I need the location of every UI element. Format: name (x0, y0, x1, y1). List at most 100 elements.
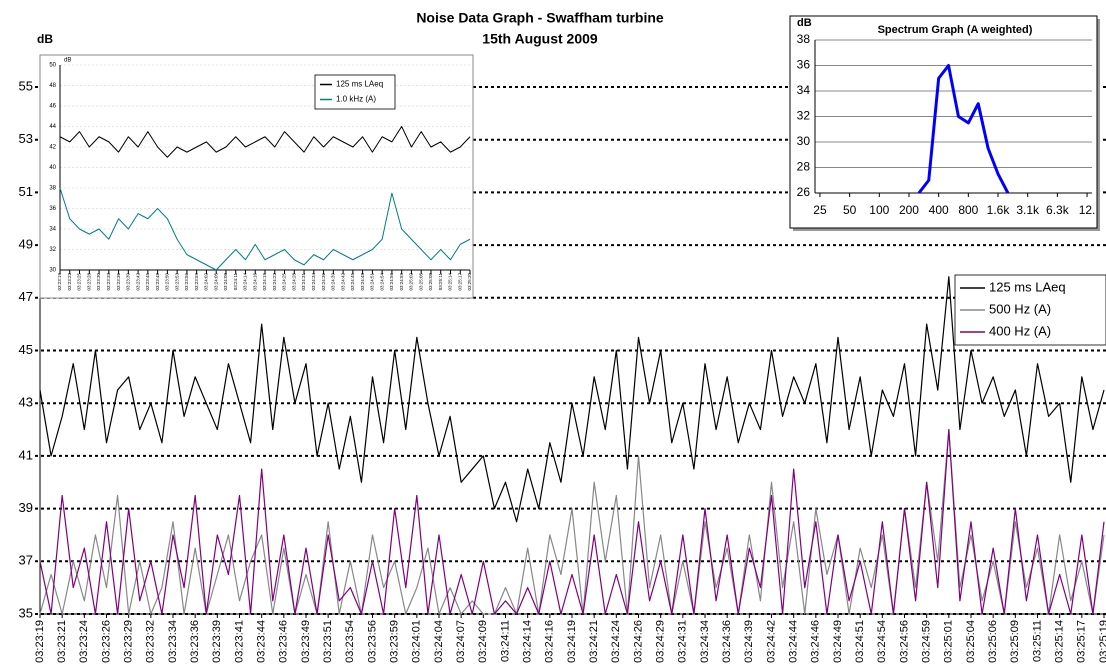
x-tick-label: 03:24:34 (699, 620, 711, 663)
x-tick-label: 03:23:50 (165, 273, 170, 291)
x-tick-label: 03:24:45 (350, 273, 355, 291)
x-tick-label: 03:24:14 (522, 620, 534, 663)
x-tick-label: 03:25:02 (409, 273, 414, 291)
x-tick-label: 03:25:11 (438, 273, 443, 291)
x-tick-label: 03:24:39 (743, 620, 755, 663)
x-tick-label: 03:24:07 (455, 620, 467, 663)
x-tick-label: 03:23:22 (67, 273, 72, 291)
x-tick-label: 03:23:32 (145, 620, 157, 663)
x-tick-label: 03:24:28 (291, 273, 296, 291)
x-tick-label: 03:25:20 (467, 273, 472, 291)
y-tick-label: 34 (797, 83, 811, 97)
y-tick-label: 46 (49, 104, 56, 110)
x-tick-label: 03:23:46 (278, 620, 290, 663)
x-tick-label: 03:23:26 (100, 620, 112, 663)
x-tick-label: 03:24:39 (331, 273, 336, 291)
x-tick-label: 03:23:49 (300, 620, 312, 663)
x-tick-label: 03:23:53 (174, 273, 179, 291)
x-tick-label: 03:23:36 (189, 620, 201, 663)
y-tick-label: 55 (19, 78, 33, 93)
x-tick-label: 03:25:11 (1031, 620, 1043, 662)
x-tick-label: 03:24:48 (360, 273, 365, 291)
x-tick-label: 03:23:51 (322, 620, 334, 663)
x-tick-label: 100 (869, 203, 889, 217)
x-tick-label: 03:23:21 (56, 620, 68, 663)
x-tick-label: 03:24:56 (898, 620, 910, 663)
y-tick-label: 37 (19, 553, 33, 568)
legend-label: 125 ms LAeq (989, 279, 1066, 294)
x-tick-label: 03:25:04 (965, 620, 977, 663)
x-tick-label: 03:24:11 (499, 620, 511, 662)
x-tick-label: 03:24:54 (876, 620, 888, 663)
y-tick-label: 49 (19, 237, 33, 252)
legend-box (314, 74, 396, 110)
y-tick-label: 30 (797, 134, 811, 148)
x-tick-label: 400 (929, 203, 949, 217)
x-tick-label: 03:24:59 (921, 620, 933, 663)
x-tick-label: 03:25:09 (1009, 620, 1021, 663)
x-tick-label: 03:25:06 (987, 620, 999, 663)
x-tick-label: 50 (843, 203, 857, 217)
x-tick-label: 03:23:33 (106, 273, 111, 291)
legend-label: 125 ms LAeq (336, 80, 383, 89)
y-tick-label: 28 (797, 160, 811, 174)
y-tick-label: 26 (797, 185, 811, 199)
y-tick-label: 36 (49, 206, 56, 212)
x-tick-label: 03:24:36 (321, 273, 326, 291)
inset-chart: dB 30 32 34 36 38 40 42 44 46 48 50 03:23:19 03:23:2… (39, 54, 474, 299)
series-line (59, 187, 471, 271)
x-tick-label: 03:24:49 (832, 620, 844, 663)
y-tick-label: 40 (49, 165, 56, 171)
y-tick-label: 38 (797, 32, 811, 46)
x-tick-label: 03:25:08 (428, 273, 433, 291)
series-line (39, 428, 1105, 615)
x-tick-label: 03:23:56 (366, 620, 378, 663)
x-tick-label: 03:24:19 (262, 273, 267, 291)
y-tick-label: 39 (19, 500, 33, 515)
x-tick-label: 03:24:51 (854, 620, 866, 663)
y-tick-label: 48 (49, 83, 56, 89)
x-tick-label: 03:24:11 (233, 273, 238, 291)
x-tick-label: 03:24:09 (477, 620, 489, 663)
x-tick-label: 03:24:16 (252, 273, 257, 291)
legend-label: 400 Hz (A) (989, 323, 1051, 338)
x-tick-label: 03:23:24 (78, 620, 90, 663)
chart-title: Noise Data Graph - Swaffham turbine (416, 10, 664, 26)
x-tick-label: 03:23:29 (123, 620, 135, 663)
x-tick-label: 03:25:01 (943, 620, 955, 663)
x-tick-label: 03:24:08 (223, 273, 228, 291)
x-tick-label: 03:24:44 (788, 620, 800, 663)
x-tick-label: 03:24:05 (213, 273, 218, 291)
x-tick-label: 03:24:31 (301, 273, 306, 291)
chart-subtitle: 15th August 2009 (482, 31, 598, 47)
x-tick-label: 03:24:46 (810, 620, 822, 663)
inset-frame (39, 54, 474, 299)
x-tick-label: 03:23:19 (34, 620, 46, 663)
x-tick-label: 03:23:56 (184, 273, 189, 291)
y-axis-label: dB (797, 17, 812, 29)
y-tick-label: 34 (49, 227, 56, 233)
x-tick-label: 03:23:19 (57, 273, 62, 291)
main-chart: 35 37 39 41 43 45 47 49 51 53 55 03:23:19 03:23:21 03… (19, 78, 1106, 663)
x-tick-label: 03:24:42 (765, 620, 777, 663)
x-tick-label: 03:23:54 (344, 620, 356, 663)
x-tick-label: 03:23:59 (194, 273, 199, 291)
x-tick-label: 03:24:25 (282, 273, 287, 291)
x-tick-label: 3.1k (1016, 203, 1040, 217)
x-tick-label: 03:24:42 (340, 273, 345, 291)
x-tick-label: 03:25:05 (418, 273, 423, 291)
y-tick-label: 41 (19, 447, 33, 462)
x-tick-label: 03:23:30 (96, 273, 101, 291)
x-tick-label: 03:23:45 (145, 273, 150, 291)
y-tick-label: 47 (19, 289, 33, 304)
x-tick-label: 03:24:26 (632, 620, 644, 663)
x-tick-label: 03:24:16 (544, 620, 556, 663)
y-tick-label: 30 (49, 268, 56, 274)
x-tick-label: 03:23:41 (233, 620, 245, 663)
x-tick-label: 03:24:31 (677, 620, 689, 663)
x-tick-label: 03:23:48 (155, 273, 160, 291)
x-tick-label: 12. (1079, 203, 1096, 217)
y-tick-label: 51 (19, 184, 33, 199)
series-line (39, 428, 1105, 615)
